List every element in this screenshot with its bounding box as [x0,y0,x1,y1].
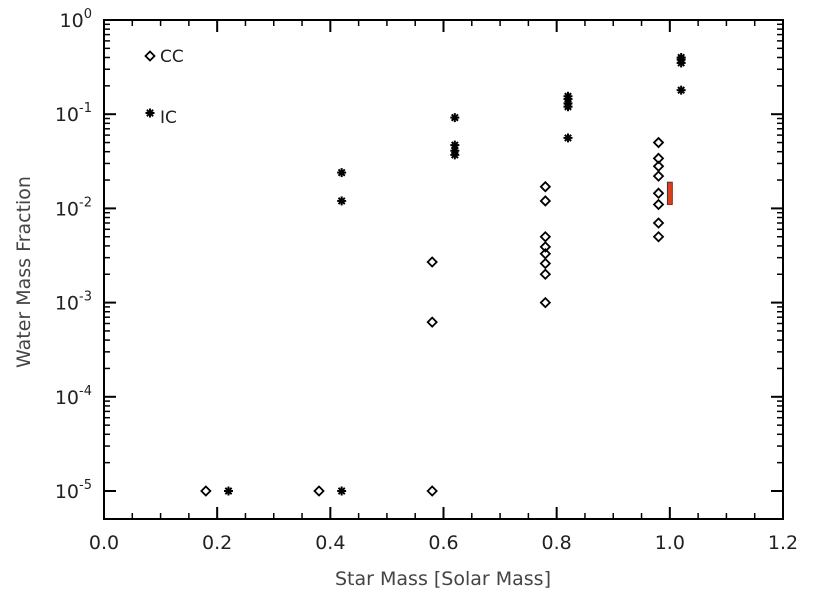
ic-point [337,168,347,178]
cc-point [539,296,552,309]
legend-marker-ic [145,108,155,118]
cc-point [426,256,438,268]
y-tick-label: 10-4 [55,384,92,409]
x-tick-label: 1.0 [655,532,685,554]
y-axis-label: Water Mass Fraction [13,176,35,368]
cc-point [539,180,552,193]
x-tick-label: 0.8 [542,532,572,554]
red-range-bar [666,181,673,205]
data-points [200,52,686,497]
cc-point [539,230,552,243]
cc-point [652,170,665,182]
cc-point [200,485,212,497]
legend-label-ic: IC [160,108,177,128]
y-tick-label: 10-5 [55,478,92,503]
x-tick-label: 0.4 [315,532,345,554]
cc-point [652,160,665,173]
cc-point [539,257,552,270]
cc-point [652,217,665,229]
x-axis-label: Star Mass [Solar Mass] [335,568,551,590]
x-tick-label: 0.2 [202,532,232,554]
y-tick-label: 10-2 [55,195,92,220]
ic-point [450,113,460,123]
ic-point [337,486,347,496]
cc-point [539,268,552,281]
ic-point [337,196,347,206]
ic-point [676,85,686,95]
legend-label-cc: CC [160,47,184,67]
cc-point [539,241,552,253]
cc-point [652,187,665,199]
axes: 0.0 0.2 0.4 0.6 0.8 1.0 1.2 100 10-1 10-2 10-3 10-4… [55,7,798,554]
legend-marker-cc [144,50,156,62]
x-tick-label: 0.0 [89,532,119,554]
ic-point [676,52,686,62]
y-tick-label: 10-1 [55,101,92,126]
ic-point [563,91,573,101]
plot-frame [103,19,784,520]
cc-point [426,316,438,328]
ic-point [223,486,233,496]
cc-point [426,485,438,497]
ic-point [450,140,460,150]
cc-point [652,136,665,149]
cc-point [652,230,665,243]
y-tick-label: 100 [60,7,92,32]
x-tick-label: 1.2 [768,532,798,554]
cc-point [539,247,552,260]
cc-point [652,198,665,211]
y-tick-label: 10-3 [55,290,92,315]
cc-point [313,485,325,497]
cc-point [652,152,665,165]
legend: CC IC [144,47,184,128]
x-tick-label: 0.6 [428,532,458,554]
ic-point [563,133,573,143]
cc-point [539,195,552,207]
